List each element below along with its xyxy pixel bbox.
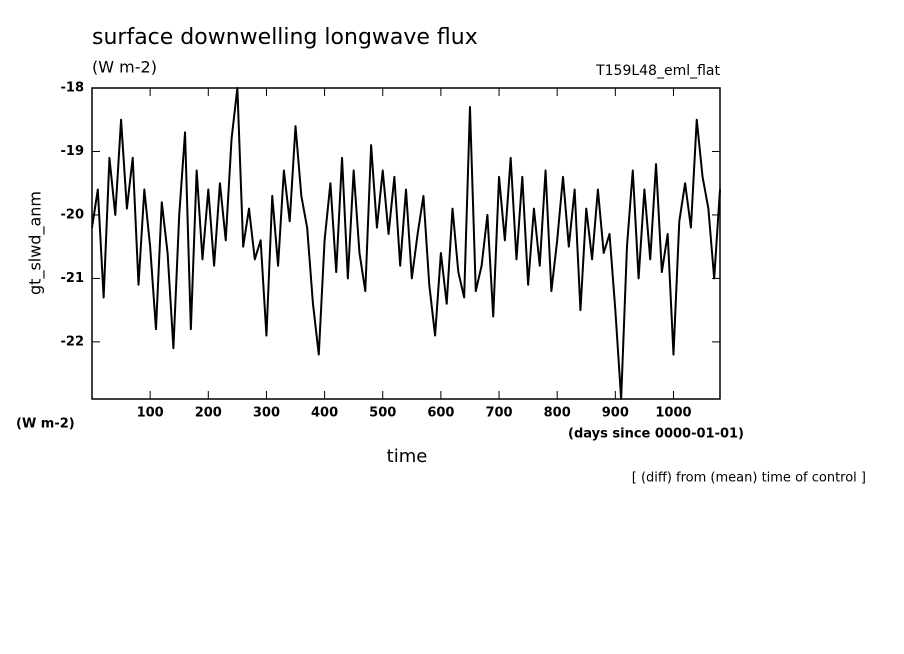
note: [ (diff) from (mean) time of control ]: [632, 471, 866, 486]
x-units: (days since 0000-01-01): [568, 427, 744, 442]
x-tick-label: 900: [602, 406, 629, 421]
y-tick-label: -20: [61, 207, 85, 222]
x-tick-label: 500: [369, 406, 396, 421]
x-tick-label: 400: [311, 406, 338, 421]
x-tick-label: 800: [544, 406, 571, 421]
x-tick-label: 100: [137, 406, 164, 421]
y-tick-label: -19: [61, 144, 85, 159]
data-line: [91, 87, 721, 400]
x-tick-label: 300: [253, 406, 280, 421]
x-axis-label: time: [387, 446, 428, 467]
y-tick-label: -21: [61, 271, 85, 286]
plot-frame: [91, 87, 721, 400]
y-units: (W m-2): [16, 417, 75, 432]
units: (W m-2): [92, 58, 157, 77]
x-tick-label: 200: [195, 406, 222, 421]
chart-title: surface downwelling longwave flux: [92, 25, 478, 50]
x-tick-label: 700: [485, 406, 512, 421]
x-tick-label: 600: [427, 406, 454, 421]
x-tick-label: 1000: [655, 406, 691, 421]
experiment: T159L48_eml_flat: [595, 63, 720, 79]
y-tick-label: -22: [61, 334, 85, 349]
y-axis-label: gt_slwd_anm: [26, 191, 46, 295]
y-tick-label: -18: [61, 81, 85, 96]
